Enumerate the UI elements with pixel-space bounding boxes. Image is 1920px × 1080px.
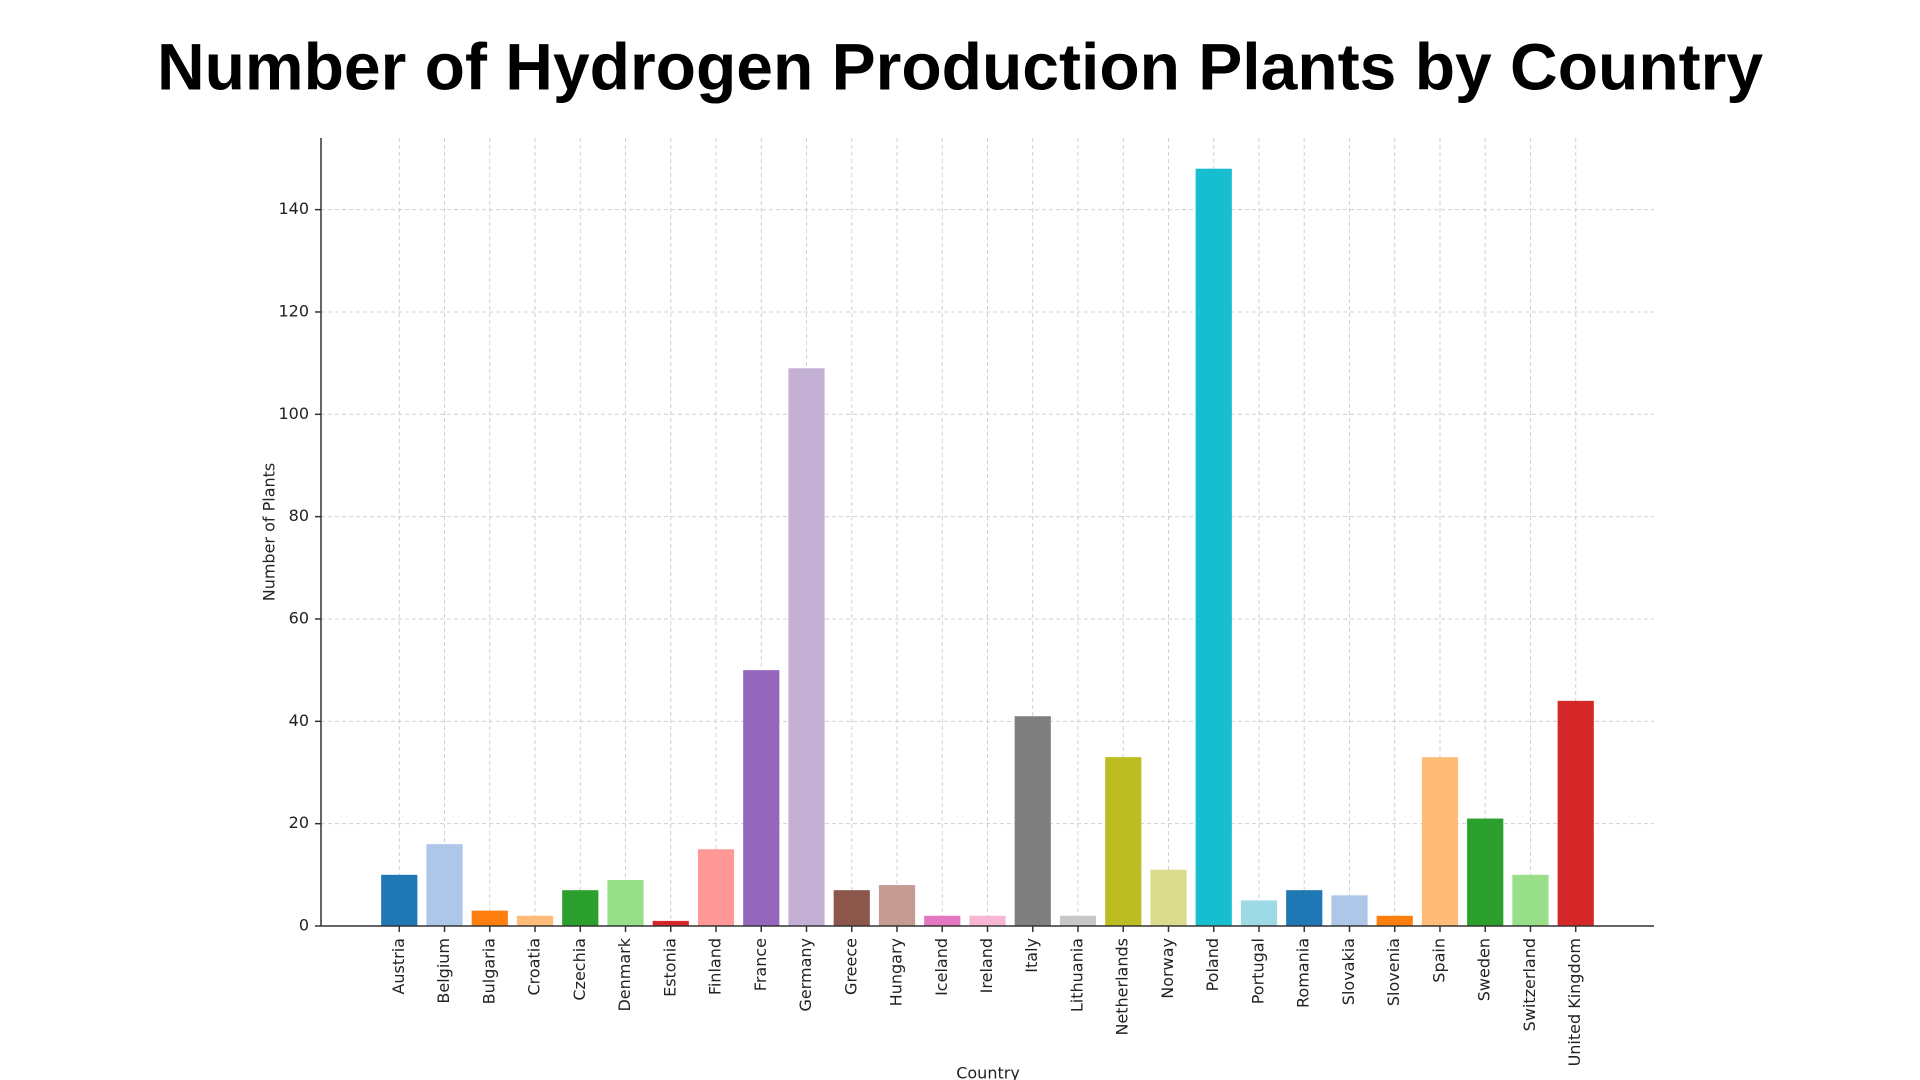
- y-tick-label: 40: [289, 711, 309, 730]
- x-tick-label: Croatia: [525, 938, 544, 996]
- y-axis-label: Number of Plants: [260, 463, 279, 602]
- bar: [1150, 869, 1187, 926]
- y-tick-label: 140: [278, 199, 309, 218]
- x-tick-label: Sweden: [1475, 938, 1494, 1001]
- bar: [1059, 915, 1097, 926]
- y-tick-label: 80: [289, 506, 309, 525]
- bar: [381, 874, 418, 926]
- x-tick-label: Greece: [841, 938, 860, 995]
- x-tick-label: Romania: [1294, 938, 1313, 1008]
- x-tick-label: Ireland: [977, 938, 996, 993]
- bar: [607, 879, 644, 926]
- y-tick-label: 120: [278, 301, 309, 320]
- x-tick-label: Hungary: [887, 938, 906, 1006]
- chart-title: Number of Hydrogen Production Plants by …: [157, 29, 1763, 103]
- bar: [743, 670, 780, 926]
- bar: [1286, 890, 1323, 926]
- y-tick-label: 0: [299, 916, 309, 935]
- x-tick-label: Slovakia: [1339, 938, 1358, 1005]
- x-tick-label: Austria: [389, 938, 408, 995]
- x-tick-label: Slovenia: [1384, 938, 1403, 1006]
- x-tick-label: Belgium: [434, 938, 453, 1004]
- x-tick-label: Finland: [706, 938, 725, 995]
- x-axis-label: Country: [956, 1064, 1020, 1080]
- bar: [1014, 716, 1051, 926]
- bar: [1421, 757, 1459, 926]
- x-tick-label: Bulgaria: [479, 938, 498, 1004]
- x-tick-label: Portugal: [1248, 938, 1267, 1004]
- x-tick-label: Norway: [1158, 938, 1177, 999]
- x-tick-label: Lithuania: [1067, 938, 1086, 1012]
- bar: [697, 849, 735, 926]
- bar: [471, 910, 508, 926]
- bar: [652, 920, 689, 926]
- bar: [1105, 757, 1142, 926]
- x-tick-label: Poland: [1203, 938, 1222, 991]
- bar: [516, 915, 554, 926]
- bar: [969, 915, 1006, 926]
- bar: [1240, 900, 1278, 926]
- y-tick-label: 20: [289, 813, 309, 832]
- bar: [1376, 915, 1413, 926]
- bar: [878, 885, 916, 926]
- x-tick-label: Switzerland: [1520, 938, 1539, 1031]
- bar: [833, 890, 870, 926]
- x-tick-label: France: [751, 938, 770, 991]
- bar: [426, 844, 463, 926]
- bar: [788, 368, 825, 926]
- x-tick-label: Estonia: [660, 938, 679, 997]
- bar: [924, 915, 961, 926]
- x-tick-label: Spain: [1429, 938, 1448, 983]
- bar: [562, 890, 599, 926]
- x-tick-label: Iceland: [932, 938, 951, 996]
- x-tick-label: Czechia: [570, 938, 589, 1001]
- bar: [1331, 895, 1368, 926]
- y-tick-label: 60: [289, 608, 309, 627]
- bar: [1512, 874, 1549, 926]
- bar: [1195, 168, 1232, 926]
- x-tick-label: Italy: [1022, 938, 1041, 973]
- x-tick-label: Denmark: [615, 937, 634, 1011]
- x-tick-label: Germany: [796, 938, 815, 1012]
- bar: [1557, 700, 1594, 926]
- x-tick-label: Netherlands: [1113, 938, 1132, 1036]
- x-tick-label: United Kingdom: [1565, 938, 1584, 1066]
- bar: [1467, 818, 1504, 926]
- y-tick-label: 100: [278, 404, 309, 423]
